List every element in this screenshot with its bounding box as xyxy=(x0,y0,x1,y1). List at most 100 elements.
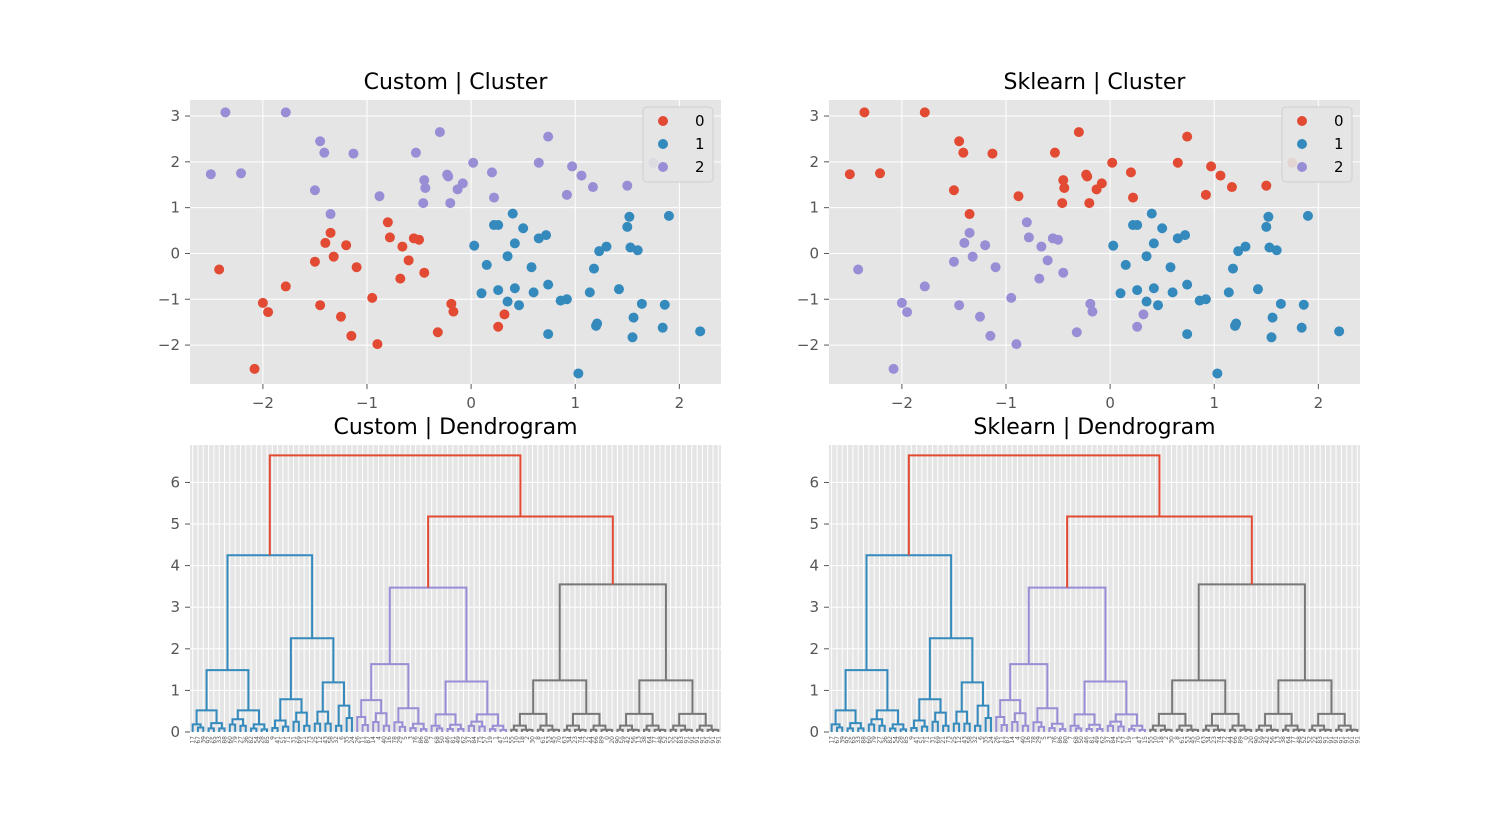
leaf-label: 14 xyxy=(1009,736,1016,744)
leaf-label: 52 xyxy=(1307,736,1314,744)
leaf-label: 80 xyxy=(423,736,430,744)
data-point xyxy=(627,332,638,343)
leaf-label: 71 xyxy=(924,736,931,744)
data-point xyxy=(954,136,965,147)
dendrogram-link xyxy=(867,723,876,732)
data-point xyxy=(1266,332,1277,343)
data-point xyxy=(584,287,595,298)
leaf-label: 70 xyxy=(1195,736,1202,744)
data-point xyxy=(636,298,647,309)
data-point xyxy=(309,256,320,267)
dendrogram-link xyxy=(1128,728,1136,732)
leaf-label: 33 xyxy=(216,736,223,744)
custom-cluster-panel: −2 −1 0 1 2 −2 −1 0 1 2 3 Custom | Cluster 0 1 2 xyxy=(158,70,721,412)
y-tick-label: 0 xyxy=(809,723,819,741)
leaf-label: 27 xyxy=(876,736,883,744)
leaf-label: 43 xyxy=(322,736,329,744)
data-point xyxy=(1157,223,1168,234)
data-point xyxy=(1132,220,1143,231)
data-point xyxy=(1036,241,1047,252)
legend-marker xyxy=(658,116,668,126)
dendrogram-link xyxy=(844,669,889,711)
data-point xyxy=(954,300,965,311)
leaf-label: 45 xyxy=(551,736,558,744)
data-point xyxy=(948,256,959,267)
leaf-label: 23 xyxy=(572,736,579,744)
leaf-label: 39 xyxy=(200,736,207,744)
data-point xyxy=(249,363,260,374)
data-point xyxy=(443,171,454,182)
leaf-label: 15 xyxy=(503,736,510,744)
data-point xyxy=(1206,161,1217,172)
data-point xyxy=(325,209,336,220)
leaf-label: 75 xyxy=(476,736,483,744)
y-tick-label: 2 xyxy=(170,153,180,171)
data-point xyxy=(469,240,480,251)
leaf-label: 26 xyxy=(354,736,361,744)
data-point xyxy=(1148,283,1159,294)
leaf-label: 15 xyxy=(1142,736,1149,744)
dendrogram-link xyxy=(870,718,884,726)
leaf-label: 91 xyxy=(1349,736,1356,744)
data-point xyxy=(541,230,552,241)
data-point xyxy=(622,180,633,191)
leaf-label: 62 xyxy=(460,736,467,744)
leaf-label: 6 xyxy=(338,736,345,740)
data-point xyxy=(1212,368,1223,379)
data-point xyxy=(1034,273,1045,284)
dendrogram-link xyxy=(678,712,707,726)
leaf-label: 53 xyxy=(545,736,552,744)
data-point xyxy=(346,330,357,341)
leaf-label: 91 xyxy=(699,736,706,744)
y-tick-label: −2 xyxy=(797,336,819,354)
legend-label: 1 xyxy=(695,135,705,153)
leaf-label: 42 xyxy=(1264,736,1271,744)
leaf-label: 28 xyxy=(898,736,905,744)
data-point xyxy=(446,298,457,309)
data-point xyxy=(561,294,572,305)
data-point xyxy=(1146,208,1157,219)
leaf-label: 69 xyxy=(296,736,303,744)
leaf-label: 82 xyxy=(248,736,255,744)
dendrogram-link xyxy=(295,711,308,726)
data-point xyxy=(351,262,362,273)
leaf-label: 79 xyxy=(871,736,878,744)
leaf-label: 63 xyxy=(1200,736,1207,744)
dendrogram-link xyxy=(518,712,548,726)
y-tick-label: 0 xyxy=(170,723,180,741)
leaf-label: 43 xyxy=(961,736,968,744)
leaf-label: 69 xyxy=(935,736,942,744)
dendrogram-link xyxy=(252,723,266,730)
data-point xyxy=(1132,321,1143,332)
leaf-label: 40 xyxy=(1020,736,1027,744)
dendrogram-link xyxy=(1088,723,1101,730)
dendrogram-link xyxy=(1069,724,1080,732)
data-point xyxy=(1252,284,1263,295)
dendrogram-link xyxy=(345,717,353,732)
plot-background xyxy=(829,100,1360,384)
data-point xyxy=(1263,211,1274,222)
data-point xyxy=(526,262,537,273)
dendrogram-link xyxy=(239,724,247,732)
y-tick-label: 1 xyxy=(170,199,180,217)
leaf-label: 70 xyxy=(556,736,563,744)
leaf-label: 51 xyxy=(280,736,287,744)
data-point xyxy=(1082,171,1093,182)
data-point xyxy=(1120,259,1131,270)
data-point xyxy=(1084,198,1095,209)
leaf-label: 76 xyxy=(1052,736,1059,744)
leaf-label: 90 xyxy=(614,736,621,744)
leaf-label: 73 xyxy=(306,736,313,744)
sklearn-dendrogram-panel: 0123456176739926533886079273682542885941… xyxy=(809,415,1361,744)
leaf-label: 91 xyxy=(1354,736,1361,744)
dendrogram-link xyxy=(435,727,444,732)
data-point xyxy=(457,178,468,189)
leaf-label: 91 xyxy=(1333,736,1340,744)
leaf-label: 74 xyxy=(1216,736,1223,744)
leaf-label: 14 xyxy=(370,736,377,744)
data-point xyxy=(1182,279,1193,290)
leaf-label: 44 xyxy=(588,736,595,744)
leaf-label: 51 xyxy=(919,736,926,744)
leaf-label: 80 xyxy=(1062,736,1069,744)
leaf-label: 36 xyxy=(882,736,889,744)
